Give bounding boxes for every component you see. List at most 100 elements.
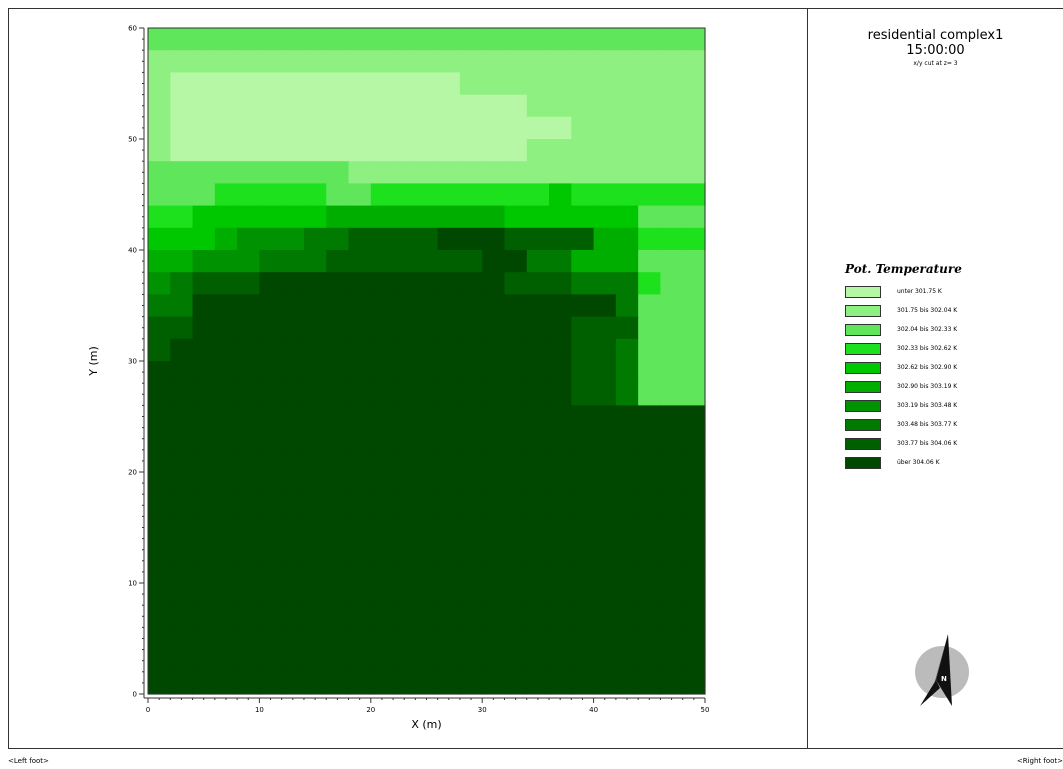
heatmap-cell: [482, 116, 506, 140]
heatmap-cell: [237, 205, 260, 229]
heatmap-cell: [237, 494, 260, 517]
heatmap-cell: [214, 405, 238, 429]
heatmap-cell: [348, 338, 372, 362]
title-time: 15:00:00: [906, 43, 965, 58]
heatmap-cell: [259, 383, 283, 406]
north-arrow-icon: N: [915, 634, 969, 706]
heatmap-cell: [571, 183, 595, 207]
heatmap-cell: [526, 538, 550, 562]
heatmap-cell: [571, 94, 595, 118]
heatmap-cell: [326, 50, 350, 73]
heatmap-cell: [370, 272, 394, 295]
heatmap-cell: [638, 516, 662, 540]
heatmap-cell: [214, 649, 238, 673]
heatmap-cell: [549, 449, 572, 473]
heatmap-cell: [214, 538, 238, 562]
heatmap-cell: [459, 472, 483, 495]
heatmap-cell: [348, 72, 372, 96]
heatmap-cell: [571, 472, 595, 495]
heatmap-cell: [393, 671, 416, 695]
heatmap-cell: [526, 28, 550, 51]
heatmap-cell: [459, 94, 483, 118]
heatmap-cell: [615, 560, 639, 584]
heatmap-cell: [459, 427, 483, 451]
heatmap-cell: [148, 383, 171, 406]
heatmap-cell: [437, 338, 461, 362]
heatmap-cell: [393, 560, 416, 584]
heatmap-cell: [326, 472, 350, 495]
heatmap-cell: [526, 560, 550, 584]
heatmap-cell: [437, 383, 461, 406]
heatmap-cell: [682, 427, 706, 451]
heatmap-cell: [459, 28, 483, 51]
heatmap-cell: [393, 383, 416, 406]
heatmap-cell: [682, 72, 706, 96]
heatmap-cell: [660, 28, 684, 51]
heatmap-cell: [348, 139, 372, 162]
heatmap-cell: [571, 449, 595, 473]
heatmap-cell: [192, 161, 216, 184]
heatmap-cell: [214, 316, 238, 340]
heatmap-cell: [303, 605, 327, 628]
heatmap-cell: [526, 272, 550, 295]
heatmap-cell: [348, 161, 372, 184]
heatmap-cell: [170, 116, 194, 140]
heatmap-cell: [237, 671, 260, 695]
page-frame: [8, 8, 1063, 749]
title-main: residential complex1: [867, 28, 1004, 43]
heatmap-cell: [370, 338, 394, 362]
heatmap-cell: [326, 583, 350, 606]
heatmap-cell: [326, 605, 350, 628]
heatmap-cell: [326, 560, 350, 584]
heatmap-cell: [593, 139, 617, 162]
heatmap-cell: [482, 449, 506, 473]
heatmap-cell: [504, 205, 528, 229]
north-arrow-needle-dark: [936, 634, 952, 706]
legend-swatch: [845, 456, 881, 469]
heatmap-cell: [682, 316, 706, 340]
heatmap-cell: [459, 627, 483, 651]
heatmap-cell: [192, 494, 216, 517]
heatmap-cell: [148, 516, 171, 540]
heatmap-cell: [148, 116, 171, 140]
heatmap-cell: [549, 28, 572, 51]
heatmap-cell: [170, 649, 194, 673]
heatmap-cell: [148, 139, 171, 162]
heatmap-cell: [682, 161, 706, 184]
heatmap-cell: [170, 449, 194, 473]
heatmap-cell: [482, 649, 506, 673]
heatmap-cell: [192, 560, 216, 584]
heatmap-cell: [326, 183, 350, 207]
heatmap-cell: [370, 538, 394, 562]
heatmap-cell: [237, 538, 260, 562]
legend-item: 303.19 bis 303.48 K: [845, 396, 1025, 415]
legend-item: 302.33 bis 302.62 K: [845, 339, 1025, 358]
legend-label: 302.90 bis 303.19 K: [897, 383, 958, 390]
heatmap-cell: [504, 316, 528, 340]
heatmap-cell: [437, 28, 461, 51]
heatmap-cell: [615, 28, 639, 51]
heatmap-cell: [281, 627, 305, 651]
heatmap-cell: [148, 361, 171, 384]
heatmap-cell: [526, 250, 550, 273]
heatmap-cell: [370, 205, 394, 229]
legend-item: 302.90 bis 303.19 K: [845, 377, 1025, 396]
heatmap-cell: [303, 139, 327, 162]
heatmap-cell: [415, 583, 439, 606]
heatmap-cell: [148, 161, 171, 184]
heatmap-cell: [482, 316, 506, 340]
heatmap-cell: [571, 250, 595, 273]
heatmap-cell: [326, 316, 350, 340]
heatmap-cell: [615, 250, 639, 273]
heatmap-cell: [615, 383, 639, 406]
heatmap-cell: [148, 538, 171, 562]
heatmap-cell: [370, 627, 394, 651]
heatmap-cell: [214, 272, 238, 295]
heatmap-cell: [192, 272, 216, 295]
heatmap-cell: [682, 116, 706, 140]
y-axis-title: Y (m): [87, 346, 100, 377]
heatmap-cell: [237, 94, 260, 118]
heatmap-cell: [303, 338, 327, 362]
heatmap-cell: [415, 272, 439, 295]
heatmap-cell: [660, 671, 684, 695]
